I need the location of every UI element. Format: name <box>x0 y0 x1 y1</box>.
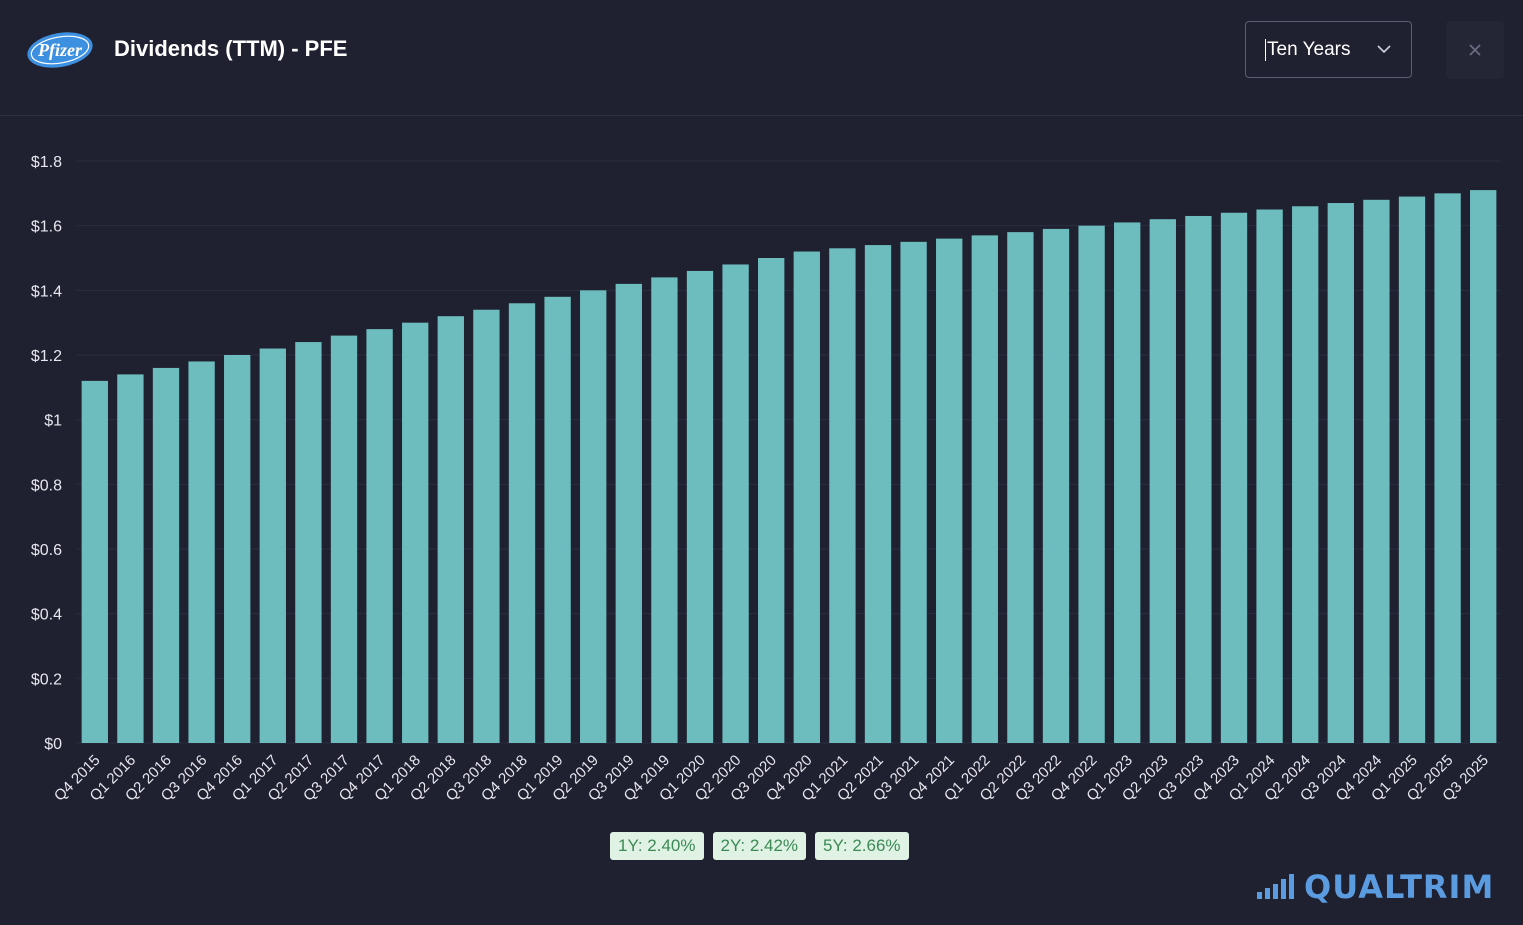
bar[interactable] <box>188 361 215 743</box>
bar[interactable] <box>1470 190 1497 744</box>
bar[interactable] <box>81 380 108 743</box>
bar[interactable] <box>1434 193 1461 743</box>
bar[interactable] <box>330 335 358 743</box>
y-tick-label: $0.2 <box>31 671 62 688</box>
bar[interactable] <box>259 348 286 743</box>
bar[interactable] <box>1149 219 1176 743</box>
y-tick-label: $1.2 <box>31 348 62 365</box>
growth-badge-2y: 2Y: 2.42% <box>712 832 807 860</box>
bar[interactable] <box>366 329 393 743</box>
y-tick-label: $0 <box>44 736 62 753</box>
y-tick-label: $1.6 <box>31 219 62 236</box>
bar[interactable] <box>544 296 571 743</box>
bar[interactable] <box>1007 232 1034 743</box>
bar[interactable] <box>152 367 180 743</box>
y-tick-label: $1 <box>44 413 62 430</box>
logo-text: Pfizer <box>37 40 83 60</box>
y-tick-label: $0.8 <box>31 477 62 494</box>
bar[interactable] <box>936 238 963 743</box>
bar[interactable] <box>402 322 429 743</box>
bar[interactable] <box>615 283 642 743</box>
y-tick-label: $0.6 <box>31 542 62 559</box>
bar[interactable] <box>508 303 536 743</box>
y-tick-label: $1.4 <box>31 283 62 300</box>
bar[interactable] <box>473 309 500 743</box>
time-range-value: Ten Years <box>1265 39 1351 61</box>
y-tick-label: $1.8 <box>31 154 62 171</box>
bar[interactable] <box>900 241 927 743</box>
bar[interactable] <box>295 342 322 743</box>
bar[interactable] <box>864 245 892 744</box>
bar[interactable] <box>686 270 714 743</box>
growth-badge-5y: 5Y: 2.66% <box>815 832 909 860</box>
dividends-bar-chart: $0$0.2$0.4$0.6$0.8$1$1.2$1.4$1.6$1.8Q4 2… <box>31 154 1501 805</box>
bar[interactable] <box>1327 203 1354 743</box>
close-button[interactable] <box>1446 21 1504 79</box>
bar[interactable] <box>1042 228 1070 743</box>
bar[interactable] <box>437 316 464 743</box>
time-range-select[interactable]: Ten Years <box>1245 21 1412 78</box>
bar[interactable] <box>722 264 749 743</box>
bar[interactable] <box>651 277 678 743</box>
chevron-down-icon <box>1377 42 1391 61</box>
bar[interactable] <box>224 355 251 743</box>
growth-badge-1y: 1Y: 2.40% <box>610 832 704 860</box>
growth-badges: 1Y: 2.40% 2Y: 2.42% 5Y: 2.66% <box>610 832 909 860</box>
qualtrim-brand: QUALTRIM <box>1256 870 1501 904</box>
page-title: Dividends (TTM) - PFE <box>114 36 348 61</box>
bar[interactable] <box>1078 225 1105 744</box>
bar[interactable] <box>1292 206 1319 743</box>
bar[interactable] <box>1185 215 1212 743</box>
bar[interactable] <box>117 374 144 743</box>
bar[interactable] <box>971 235 998 743</box>
bar[interactable] <box>758 258 785 743</box>
bar[interactable] <box>1114 222 1141 743</box>
bar[interactable] <box>793 251 820 744</box>
brand-text: QUALTRIM <box>1304 868 1495 906</box>
bar[interactable] <box>1363 199 1390 744</box>
close-icon <box>1469 44 1481 56</box>
modal-header: Pfizer Dividends (TTM) - PFE Ten Years <box>0 0 1523 116</box>
bar[interactable] <box>580 290 607 743</box>
bar[interactable] <box>1220 212 1248 743</box>
pfizer-logo-icon: Pfizer <box>26 30 94 70</box>
bar[interactable] <box>1256 209 1283 744</box>
y-tick-label: $0.4 <box>31 607 62 624</box>
bar-chart-icon <box>1257 874 1294 899</box>
bar[interactable] <box>829 248 856 744</box>
bar[interactable] <box>1398 196 1426 744</box>
